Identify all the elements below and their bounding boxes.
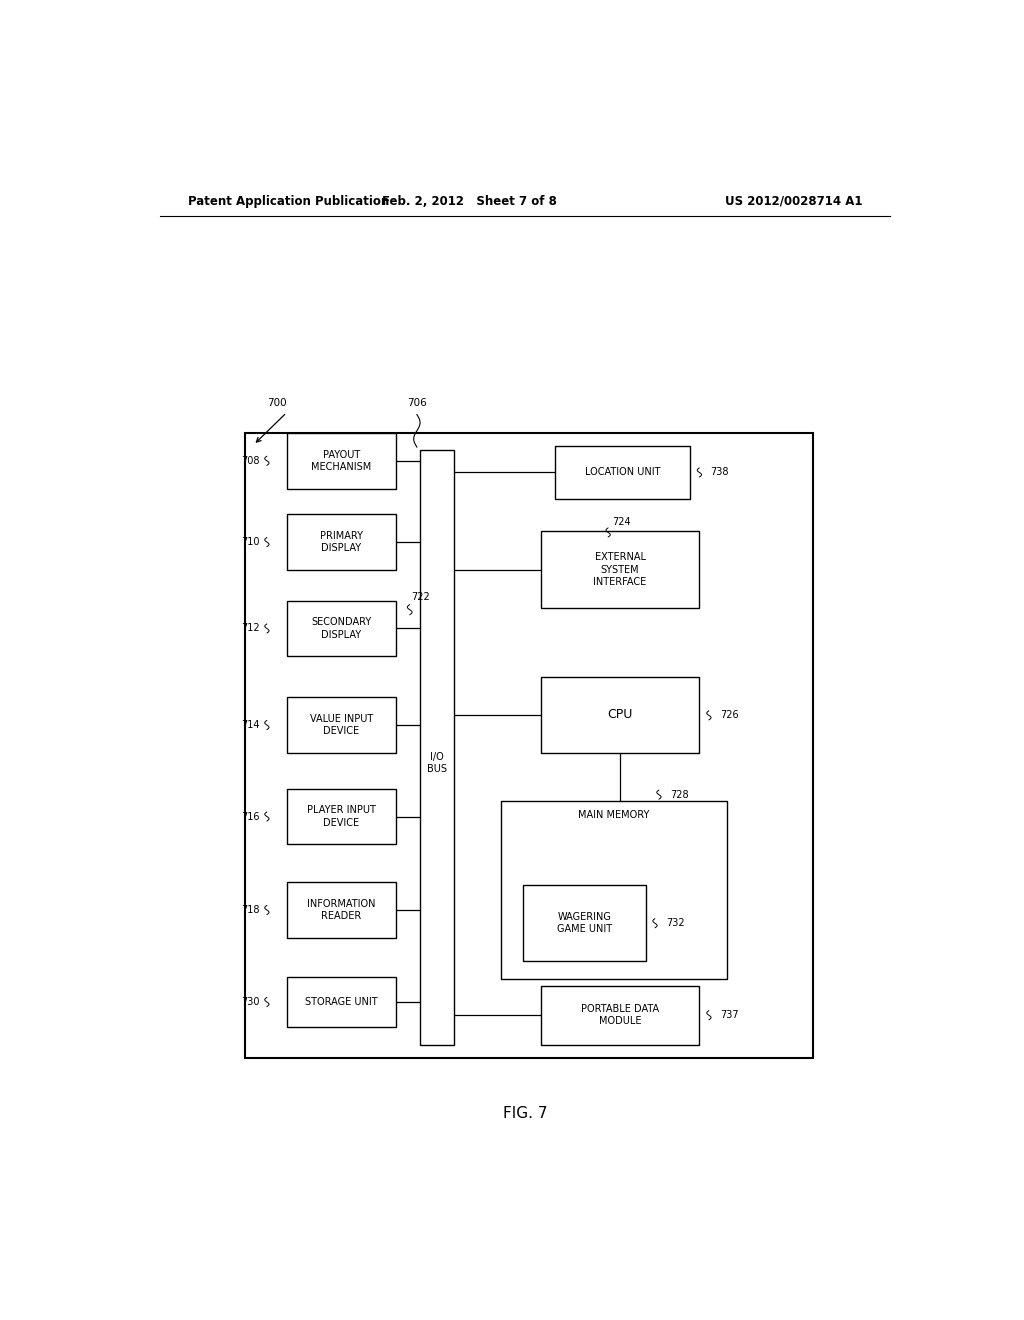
Text: US 2012/0028714 A1: US 2012/0028714 A1	[725, 194, 862, 207]
Bar	[287, 697, 396, 752]
Text: INFORMATION
READER: INFORMATION READER	[307, 899, 376, 921]
Bar	[246, 433, 813, 1057]
Bar	[541, 677, 699, 752]
Bar	[501, 801, 727, 978]
Bar	[287, 601, 396, 656]
Text: 710: 710	[242, 537, 260, 546]
Text: EXTERNAL
SYSTEM
INTERFACE: EXTERNAL SYSTEM INTERFACE	[593, 552, 647, 587]
Text: 726: 726	[720, 710, 738, 721]
Text: I/O
BUS: I/O BUS	[427, 752, 447, 775]
Bar	[287, 515, 396, 570]
Text: 718: 718	[242, 906, 260, 915]
Bar	[555, 446, 690, 499]
Text: Feb. 2, 2012   Sheet 7 of 8: Feb. 2, 2012 Sheet 7 of 8	[382, 194, 557, 207]
Bar	[287, 882, 396, 939]
Text: PAYOUT
MECHANISM: PAYOUT MECHANISM	[311, 450, 372, 473]
Bar	[287, 788, 396, 845]
Text: LOCATION UNIT: LOCATION UNIT	[585, 467, 660, 478]
Bar	[541, 532, 699, 607]
Bar	[287, 977, 396, 1027]
Text: 700: 700	[267, 399, 287, 408]
Text: 708: 708	[242, 455, 260, 466]
Text: CPU: CPU	[607, 709, 633, 721]
Text: 706: 706	[408, 399, 427, 408]
Text: STORAGE UNIT: STORAGE UNIT	[305, 997, 378, 1007]
Text: 716: 716	[242, 812, 260, 821]
Text: 714: 714	[242, 719, 260, 730]
Text: 732: 732	[666, 919, 685, 928]
Text: FIG. 7: FIG. 7	[503, 1106, 547, 1121]
Text: 724: 724	[612, 517, 631, 527]
Text: PLAYER INPUT
DEVICE: PLAYER INPUT DEVICE	[307, 805, 376, 828]
Text: SECONDARY
DISPLAY: SECONDARY DISPLAY	[311, 618, 372, 640]
Text: 728: 728	[670, 789, 689, 800]
Bar	[523, 886, 646, 961]
Text: Patent Application Publication: Patent Application Publication	[187, 194, 389, 207]
Text: 737: 737	[720, 1010, 738, 1020]
Text: 722: 722	[412, 593, 430, 602]
Text: VALUE INPUT
DEVICE: VALUE INPUT DEVICE	[310, 714, 373, 737]
Text: 712: 712	[241, 623, 260, 634]
Text: 738: 738	[711, 467, 729, 478]
Text: WAGERING
GAME UNIT: WAGERING GAME UNIT	[557, 912, 612, 935]
Text: 730: 730	[242, 997, 260, 1007]
Bar	[420, 450, 455, 1044]
Text: PORTABLE DATA
MODULE: PORTABLE DATA MODULE	[581, 1005, 659, 1027]
Bar	[541, 986, 699, 1044]
Bar	[287, 433, 396, 488]
Text: PRIMARY
DISPLAY: PRIMARY DISPLAY	[319, 531, 362, 553]
Text: MAIN MEMORY: MAIN MEMORY	[579, 810, 650, 820]
